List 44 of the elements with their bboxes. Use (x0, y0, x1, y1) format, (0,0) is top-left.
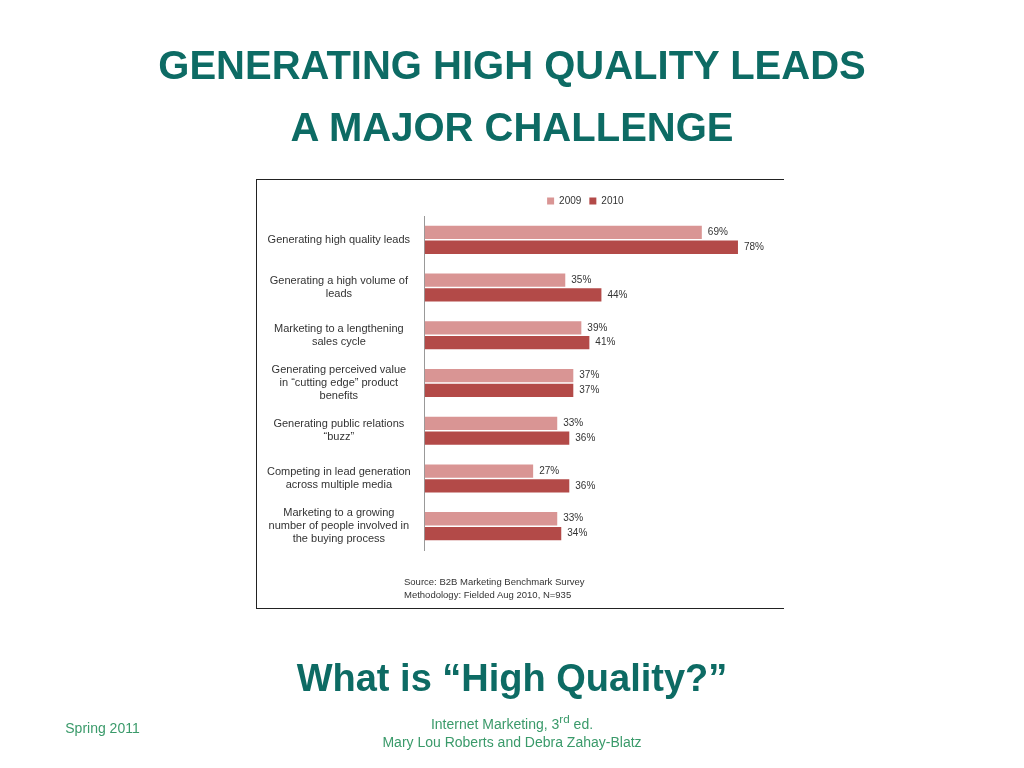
data-label: 69% (707, 226, 728, 238)
data-label: 37% (579, 369, 600, 381)
text: Internet Marketing, 3$^{rd}$ ed. (429, 712, 595, 733)
chart-title: GENERATING HIGH QUALITY LEADS A MAJOR CHALLENGE (157, 42, 867, 151)
text: What is “High Quality?” (295, 656, 729, 701)
bar (424, 288, 602, 302)
bar (424, 464, 534, 478)
data-label: 35% (571, 273, 592, 285)
y-tick-label: Generating high quality leads (267, 232, 411, 245)
bar (424, 512, 558, 526)
text: Mary Lou Roberts and Debra Zahay-Blatz (381, 734, 643, 751)
data-label: 37% (579, 384, 600, 396)
bar (424, 240, 738, 254)
bar (424, 368, 574, 383)
y-tick-label: Generating public relations “buzz” (273, 417, 405, 443)
bar (424, 526, 562, 541)
data-label: 36% (575, 431, 596, 443)
bar (424, 431, 570, 445)
text: Methodology: Fielded Aug 2010, N=935 (404, 589, 572, 601)
y-tick-label: Competing in lead generation across multiple media (267, 464, 411, 491)
bar (424, 479, 570, 493)
source-note: Source: B2B Marketing Benchmark Survey (404, 576, 585, 588)
data-label: 41% (595, 336, 616, 348)
y-tick-label: Marketing to a growing number of people involved in the buying process (268, 505, 410, 545)
data-label: 78% (743, 241, 765, 252)
y-tick-label: Generating perceived value in “cutting edge” product benefits (271, 362, 407, 402)
data-label: 34% (567, 527, 588, 539)
data-label: 27% (539, 464, 560, 476)
data-label: 36% (575, 479, 596, 491)
data-label: 33% (563, 417, 584, 429)
text: Spring 2011 (64, 720, 141, 737)
y-tick-label: Generating a high volume of leads (269, 274, 409, 300)
data-label: 33% (563, 512, 584, 524)
bar (424, 321, 582, 335)
bar (424, 383, 574, 398)
legend-label: 2010 (601, 194, 625, 206)
y-tick-label: Marketing to a lengthening sales cycle (274, 321, 404, 347)
data-label: 39% (587, 321, 608, 333)
bar (424, 273, 566, 287)
legend-label: 2009 (559, 194, 582, 206)
bar (424, 225, 702, 240)
bar (424, 416, 558, 430)
bar (424, 336, 590, 350)
data-label: 44% (607, 288, 628, 300)
